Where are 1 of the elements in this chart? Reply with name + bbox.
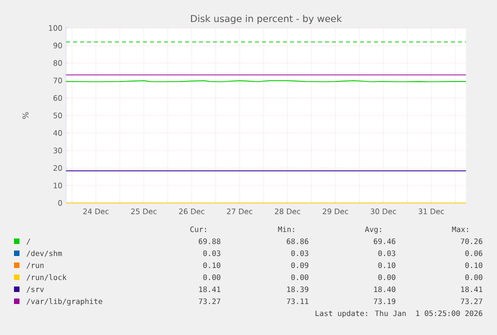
chart-title: Disk usage in percent - by week xyxy=(191,14,342,24)
